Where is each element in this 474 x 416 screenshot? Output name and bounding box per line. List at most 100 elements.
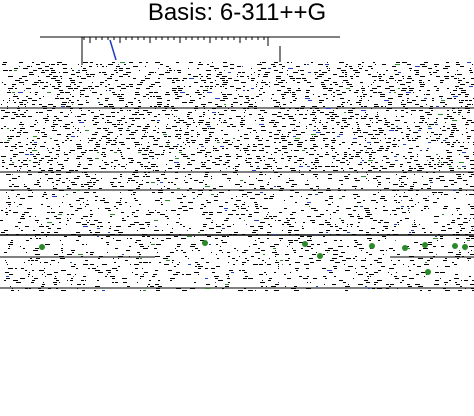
noise-pixel <box>333 92 335 93</box>
noise-pixel <box>275 220 276 221</box>
noise-pixel <box>119 76 123 77</box>
noise-pixel <box>343 170 344 171</box>
noise-pixel <box>297 160 302 161</box>
noise-pixel <box>44 272 45 273</box>
noise-pixel <box>433 256 435 257</box>
noise-pixel <box>400 164 403 165</box>
noise-pixel <box>23 68 28 69</box>
noise-pixel <box>292 248 293 249</box>
noise-pixel <box>429 108 433 109</box>
noise-pixel <box>279 142 281 143</box>
noise-pixel <box>61 168 64 169</box>
noise-pixel <box>256 84 257 85</box>
noise-pixel <box>453 96 458 97</box>
noise-pixel <box>25 106 26 107</box>
noise-pixel <box>37 182 40 183</box>
noise-pixel <box>166 66 169 67</box>
noise-pixel <box>227 178 231 179</box>
noise-pixel <box>457 70 458 71</box>
noise-pixel <box>166 210 167 211</box>
noise-pixel <box>287 278 291 279</box>
noise-pixel <box>328 78 331 79</box>
noise-pixel <box>271 98 272 99</box>
noise-pixel <box>322 124 323 125</box>
noise-pixel <box>222 148 224 149</box>
noise-pixel <box>119 100 124 101</box>
noise-pixel <box>206 152 211 153</box>
noise-pixel <box>377 186 378 187</box>
noise-pixel <box>407 246 409 247</box>
noise-pixel <box>65 128 70 129</box>
noise-pixel <box>398 224 399 225</box>
noise-pixel <box>421 210 423 211</box>
noise-pixel <box>282 126 286 127</box>
noise-pixel <box>294 290 299 291</box>
noise-pixel <box>35 254 40 255</box>
noise-pixel <box>167 124 168 125</box>
noise-pixel <box>435 124 438 125</box>
noise-pixel <box>425 200 429 201</box>
noise-pixel <box>203 226 206 227</box>
noise-pixel <box>129 62 133 63</box>
noise-pixel <box>191 140 196 141</box>
noise-pixel <box>312 254 316 255</box>
noise-pixel <box>362 168 363 169</box>
noise-pixel <box>54 284 57 285</box>
noise-pixel <box>148 172 150 173</box>
noise-pixel <box>421 188 423 189</box>
noise-pixel <box>373 178 377 179</box>
noise-pixel <box>70 140 72 141</box>
noise-pixel <box>186 124 191 125</box>
noise-pixel <box>160 198 162 199</box>
noise-pixel <box>59 90 63 91</box>
noise-pixel <box>339 76 344 77</box>
noise-pixel <box>158 78 160 79</box>
noise-pixel <box>13 154 18 155</box>
noise-pixel <box>388 272 389 273</box>
noise-pixel <box>466 82 469 83</box>
noise-pixel <box>144 134 145 135</box>
noise-pixel <box>77 208 82 209</box>
noise-pixel <box>14 94 15 95</box>
noise-pixel <box>16 196 17 197</box>
noise-pixel <box>429 162 431 163</box>
noise-pixel <box>78 164 81 165</box>
noise-pixel <box>15 80 20 81</box>
noise-pixel <box>357 196 360 197</box>
noise-pixel <box>129 84 133 85</box>
noise-pixel <box>16 234 19 235</box>
noise-pixel <box>116 240 121 241</box>
noise-pixel <box>247 128 252 129</box>
noise-pixel <box>215 278 218 279</box>
noise-pixel <box>72 96 74 97</box>
noise-pixel <box>127 128 129 129</box>
noise-pixel <box>8 244 13 245</box>
noise-pixel <box>132 212 135 213</box>
noise-pixel <box>16 136 20 137</box>
noise-pixel <box>389 78 394 79</box>
noise-pixel <box>158 286 162 287</box>
noise-pixel <box>384 124 388 125</box>
noise-pixel <box>421 272 426 273</box>
noise-pixel <box>118 94 120 95</box>
noise-pixel <box>403 172 407 173</box>
noise-pixel <box>28 116 32 117</box>
noise-pixel <box>343 230 347 231</box>
noise-pixel <box>174 116 175 117</box>
noise-pixel <box>103 198 105 199</box>
noise-pixel <box>265 164 270 165</box>
noise-pixel <box>146 214 151 215</box>
noise-pixel <box>267 234 269 235</box>
noise-pixel <box>7 140 10 141</box>
noise-pixel <box>285 254 289 255</box>
noise-pixel <box>382 168 387 169</box>
noise-pixel <box>178 90 182 91</box>
noise-pixel <box>90 264 94 265</box>
noise-pixel <box>30 154 34 155</box>
noise-pixel <box>316 252 317 253</box>
noise-pixel <box>256 132 257 133</box>
noise-pixel <box>56 144 59 145</box>
noise-pixel <box>314 162 319 163</box>
noise-pixel <box>95 122 99 123</box>
noise-pixel <box>158 128 159 129</box>
